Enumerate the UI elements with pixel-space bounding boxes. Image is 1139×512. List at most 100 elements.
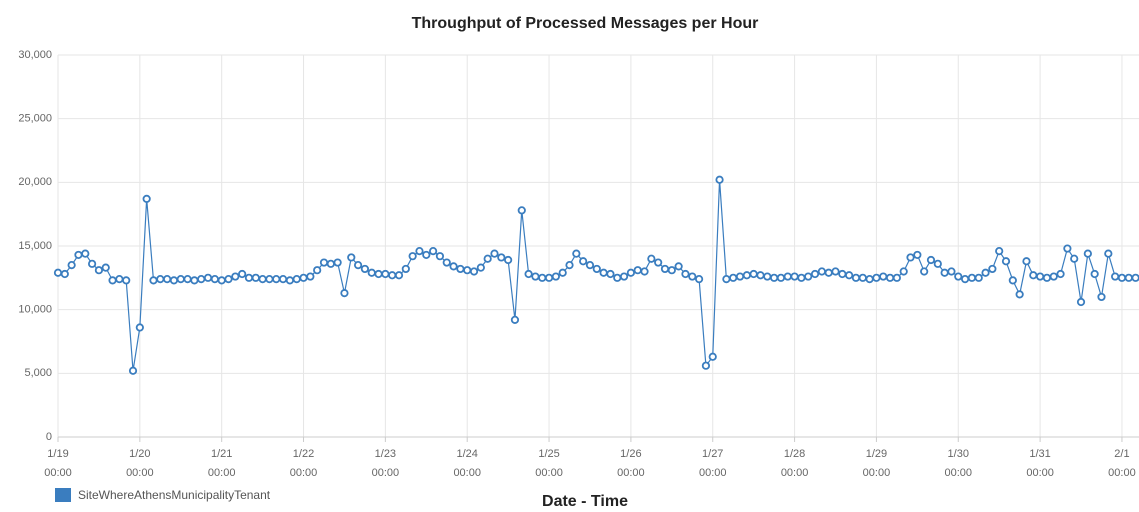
data-point — [845, 271, 854, 280]
data-point — [435, 252, 445, 261]
data-point — [763, 272, 772, 281]
data-point — [401, 264, 410, 274]
data-point — [67, 260, 76, 270]
data-point — [899, 267, 908, 276]
data-point — [490, 249, 499, 258]
data-point — [756, 271, 765, 280]
data-point — [463, 266, 472, 275]
data-point — [326, 259, 335, 268]
data-point — [1015, 290, 1024, 299]
x-tick-label: 1/27 00:00 — [698, 448, 727, 479]
data-point — [654, 258, 663, 267]
data-point — [285, 276, 294, 285]
data-point — [824, 268, 833, 277]
x-tick-label: 1/28 00:00 — [780, 448, 809, 479]
y-tick-label: 5,000 — [24, 367, 52, 379]
data-point — [101, 263, 110, 272]
data-point — [626, 268, 635, 277]
data-point — [1001, 257, 1011, 266]
data-point — [729, 273, 738, 282]
data-point — [1117, 273, 1127, 282]
data-point — [933, 259, 942, 268]
data-point — [572, 249, 581, 258]
data-point — [797, 273, 806, 282]
data-point — [203, 273, 213, 282]
data-point — [278, 275, 288, 284]
legend-label: SiteWhereAthensMunicipalityTenant — [78, 488, 271, 502]
data-point — [892, 273, 901, 282]
data-point — [981, 268, 990, 277]
data-point — [633, 266, 642, 275]
data-point — [715, 175, 724, 184]
data-point — [1063, 244, 1072, 253]
data-point — [1036, 272, 1045, 281]
data-point — [313, 266, 322, 275]
data-point — [1008, 276, 1017, 285]
data-point — [238, 269, 247, 279]
data-point — [947, 267, 956, 276]
data-point — [599, 268, 608, 277]
data-point — [449, 262, 458, 271]
data-point — [640, 267, 649, 276]
data-point — [1124, 273, 1133, 282]
data-point — [885, 273, 895, 282]
data-point — [128, 366, 138, 375]
data-point — [688, 272, 697, 281]
x-tick-label: 1/31 00:00 — [1026, 448, 1054, 479]
data-point — [660, 264, 670, 274]
x-tick-label: 1/29 00:00 — [862, 448, 891, 479]
data-point — [565, 260, 574, 270]
data-point — [974, 273, 983, 282]
data-point — [210, 275, 219, 284]
data-point — [858, 273, 867, 282]
data-point — [579, 257, 588, 266]
data-point — [60, 269, 69, 279]
data-point — [551, 272, 560, 281]
data-point — [954, 272, 963, 281]
data-point — [81, 249, 90, 258]
data-point — [367, 268, 376, 277]
data-point — [306, 272, 315, 281]
data-point — [88, 259, 97, 268]
legend-swatch — [55, 488, 71, 502]
x-tick-label: 1/23 00:00 — [371, 448, 400, 479]
x-tick-label: 1/24 00:00 — [453, 448, 481, 479]
data-point — [456, 264, 465, 274]
y-tick-label: 15,000 — [18, 240, 52, 252]
chart-title: Throughput of Processed Messages per Hou… — [412, 15, 759, 32]
x-tick-label: 1/20 00:00 — [126, 448, 154, 479]
data-point — [804, 272, 813, 281]
data-point — [422, 250, 431, 260]
data-point — [299, 273, 308, 282]
data-point — [394, 271, 404, 280]
data-point — [108, 276, 117, 285]
data-point — [940, 268, 949, 277]
data-point — [360, 264, 370, 274]
data-point — [872, 273, 881, 282]
data-point — [913, 250, 922, 260]
y-tick-label: 10,000 — [18, 304, 52, 316]
data-point — [960, 275, 970, 284]
data-point — [408, 252, 417, 261]
x-tick-label: 1/25 00:00 — [535, 448, 563, 479]
data-point — [476, 263, 485, 272]
data-point — [776, 273, 786, 282]
data-point — [1042, 273, 1052, 282]
data-point — [592, 264, 601, 274]
data-point — [442, 258, 451, 267]
data-point — [619, 272, 629, 281]
data-point — [926, 255, 936, 265]
data-point — [183, 275, 192, 284]
data-point — [190, 276, 199, 285]
data-point — [483, 254, 492, 263]
data-point — [865, 275, 874, 284]
data-point — [735, 272, 745, 281]
data-point — [176, 275, 185, 284]
data-point — [524, 269, 533, 279]
data-point — [920, 267, 929, 276]
data-point — [265, 275, 274, 284]
data-point — [319, 258, 329, 267]
data-point — [647, 254, 656, 263]
